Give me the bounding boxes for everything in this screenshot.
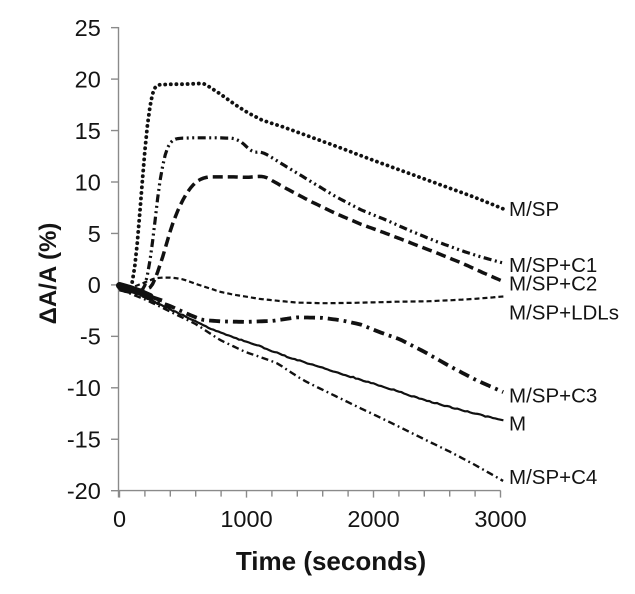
svg-text:M/SP+LDLs: M/SP+LDLs <box>509 302 619 325</box>
svg-text:M/SP+C4: M/SP+C4 <box>509 466 597 489</box>
svg-text:Time (seconds): Time (seconds) <box>236 546 426 576</box>
svg-text:-20: -20 <box>67 478 101 504</box>
svg-text:M: M <box>509 413 526 436</box>
svg-text:1000: 1000 <box>220 506 272 532</box>
svg-text:-15: -15 <box>67 427 101 453</box>
svg-text:2000: 2000 <box>347 506 399 532</box>
svg-text:ΔA/A (%): ΔA/A (%) <box>35 223 62 325</box>
svg-text:15: 15 <box>75 118 101 144</box>
svg-text:M/SP+C3: M/SP+C3 <box>509 384 597 407</box>
svg-text:3000: 3000 <box>474 506 526 532</box>
svg-text:0: 0 <box>88 272 101 298</box>
svg-text:-10: -10 <box>67 375 101 401</box>
svg-text:-5: -5 <box>80 324 101 350</box>
svg-text:M/SP+C2: M/SP+C2 <box>509 273 597 296</box>
svg-text:0: 0 <box>113 506 126 532</box>
svg-text:5: 5 <box>88 221 101 247</box>
svg-text:25: 25 <box>75 15 101 41</box>
svg-text:10: 10 <box>75 169 101 195</box>
svg-text:20: 20 <box>75 66 101 92</box>
svg-text:M/SP: M/SP <box>509 198 559 221</box>
svg-text:M/SP+C1: M/SP+C1 <box>509 254 597 277</box>
